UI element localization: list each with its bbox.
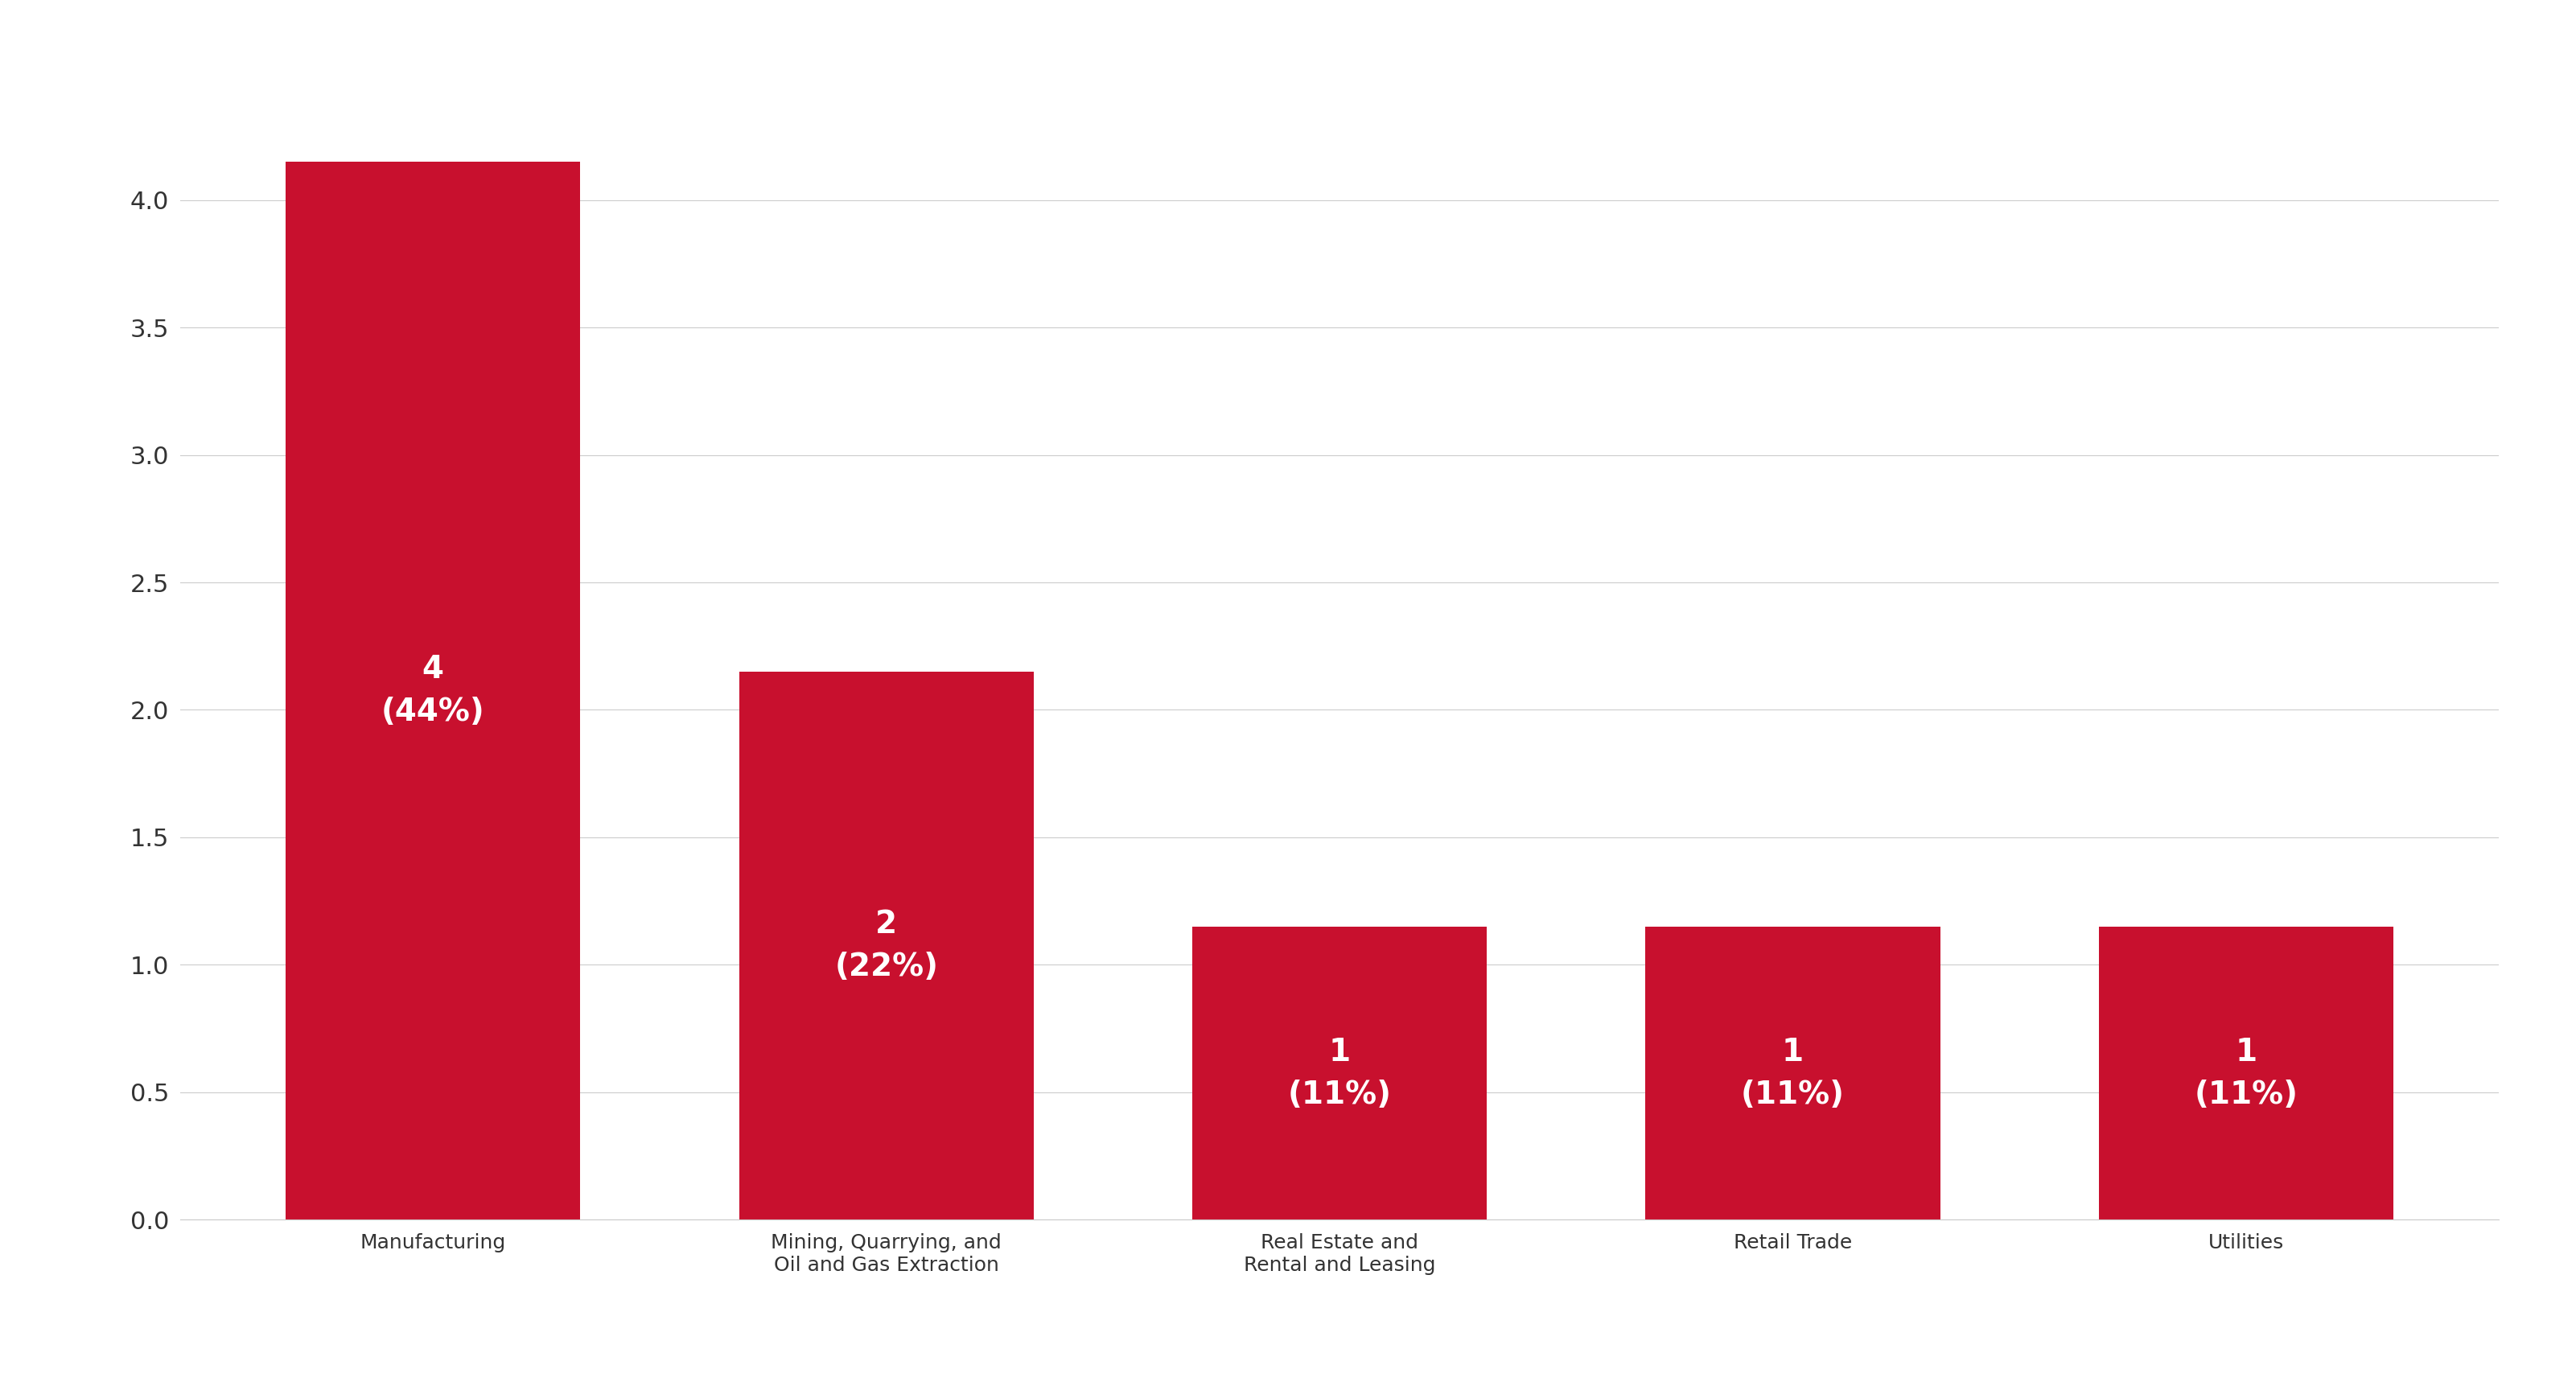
Bar [1646, 927, 1940, 1220]
Text: 4
(44%): 4 (44%) [381, 654, 484, 728]
Text: 2
(22%): 2 (22%) [835, 909, 938, 983]
Text: 1
(11%): 1 (11%) [1288, 1037, 1391, 1110]
Text: 1
(11%): 1 (11%) [1741, 1037, 1844, 1110]
Bar [2099, 927, 2393, 1220]
Bar [286, 162, 580, 1220]
Bar [1193, 927, 1486, 1220]
Bar [739, 672, 1033, 1220]
Text: 1
(11%): 1 (11%) [2195, 1037, 2298, 1110]
